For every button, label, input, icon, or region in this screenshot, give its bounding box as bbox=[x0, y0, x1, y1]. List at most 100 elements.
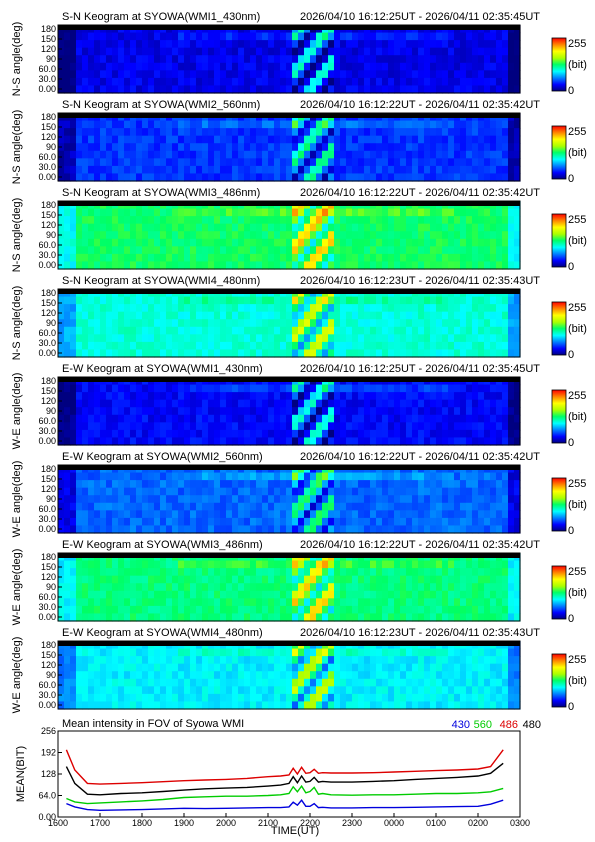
keogram-panel: S-N Keogram at SYOWA(WMI4_480nm) 2026/04/… bbox=[11, 275, 587, 361]
y-tick-label: 30.0 bbox=[38, 338, 56, 348]
y-tick-label: 90 bbox=[46, 318, 56, 328]
panel-y-axis-label: N-S angle(deg) bbox=[11, 22, 23, 97]
keogram-panel: E-W Keogram at SYOWA(WMI2_560nm) 2026/04/… bbox=[11, 451, 587, 537]
y-tick-label: 0.00 bbox=[38, 260, 56, 270]
y-tick-label: 0.00 bbox=[38, 612, 56, 622]
y-tick-label: 0.00 bbox=[38, 524, 56, 534]
y-tick-label: 60.0 bbox=[38, 680, 56, 690]
colorbar-max: 255 bbox=[568, 478, 586, 490]
y-tick-label: 150 bbox=[41, 210, 56, 220]
colorbar-min: 0 bbox=[568, 85, 574, 97]
y-tick-label: 180 bbox=[41, 112, 56, 122]
y-tick-label: 30.0 bbox=[38, 602, 56, 612]
x-tick-label: 1800 bbox=[132, 818, 152, 828]
colorbar-unit: (bit) bbox=[568, 587, 587, 599]
panel-y-axis-label: N-S angle(deg) bbox=[11, 110, 23, 185]
y-tick-label: 180 bbox=[41, 552, 56, 562]
series-line-480 bbox=[65, 762, 504, 796]
colorbar-min: 0 bbox=[568, 525, 574, 537]
y-tick-label: 256 bbox=[41, 726, 56, 736]
y-tick-label: 150 bbox=[41, 34, 56, 44]
series-line-430 bbox=[66, 799, 504, 812]
y-tick-label: 90 bbox=[46, 142, 56, 152]
colorbar-min: 0 bbox=[568, 613, 574, 625]
keogram-image bbox=[58, 201, 521, 270]
keogram-panel: S-N Keogram at SYOWA(WMI1_430nm) 2026/04/… bbox=[11, 11, 587, 97]
keogram-image bbox=[58, 553, 521, 622]
panel-title: S-N Keogram at SYOWA(WMI3_486nm) bbox=[62, 187, 260, 199]
y-tick-label: 150 bbox=[41, 650, 56, 660]
y-tick-label: 60.0 bbox=[38, 64, 56, 74]
panel-y-axis-label: W-E angle(deg) bbox=[11, 461, 23, 538]
keogram-panel: S-N Keogram at SYOWA(WMI2_560nm) 2026/04/… bbox=[11, 99, 587, 185]
colorbar-max: 255 bbox=[568, 566, 586, 578]
series-line-560 bbox=[66, 784, 504, 805]
x-tick-label: 1600 bbox=[48, 818, 68, 828]
y-tick-label: 180 bbox=[41, 640, 56, 650]
colorbar: 255 (bit) 0 bbox=[551, 125, 587, 185]
y-tick-label: 120 bbox=[41, 484, 56, 494]
panel-title: S-N Keogram at SYOWA(WMI2_560nm) bbox=[62, 99, 260, 111]
y-tick-label: 90 bbox=[46, 54, 56, 64]
x-tick-label: 0100 bbox=[426, 818, 446, 828]
y-tick-label: 120 bbox=[41, 660, 56, 670]
colorbar-unit: (bit) bbox=[568, 323, 587, 335]
y-tick-label: 30.0 bbox=[38, 162, 56, 172]
y-tick-label: 180 bbox=[41, 288, 56, 298]
colorbar-unit: (bit) bbox=[568, 235, 587, 247]
y-tick-label: 180 bbox=[41, 24, 56, 34]
panel-time-range: 2026/04/10 16:12:22UT - 2026/04/11 02:35… bbox=[300, 187, 540, 199]
keogram-panels: S-N Keogram at SYOWA(WMI1_430nm) 2026/04/… bbox=[11, 11, 587, 713]
y-tick-label: 64.0 bbox=[38, 791, 56, 801]
keogram-image bbox=[58, 641, 521, 710]
x-tick-label: 2200 bbox=[300, 818, 320, 828]
colorbar-min: 0 bbox=[568, 437, 574, 449]
colorbar-unit: (bit) bbox=[568, 59, 587, 71]
keogram-image bbox=[58, 113, 521, 182]
y-tick-label: 128 bbox=[41, 769, 56, 779]
y-tick-label: 120 bbox=[41, 44, 56, 54]
panel-title: E-W Keogram at SYOWA(WMI2_560nm) bbox=[62, 451, 263, 463]
y-tick-label: 0.00 bbox=[38, 436, 56, 446]
series-line-486 bbox=[65, 749, 504, 785]
colorbar-max: 255 bbox=[568, 654, 586, 666]
panel-title: S-N Keogram at SYOWA(WMI4_480nm) bbox=[62, 275, 260, 287]
panel-time-range: 2026/04/10 16:12:23UT - 2026/04/11 02:35… bbox=[300, 275, 540, 287]
y-tick-label: 150 bbox=[41, 386, 56, 396]
colorbar: 255 (bit) 0 bbox=[551, 389, 587, 449]
x-tick-label: 0000 bbox=[384, 818, 404, 828]
colorbar-min: 0 bbox=[568, 349, 574, 361]
chart-x-axis-label: TIME(UT) bbox=[271, 825, 319, 837]
colorbar-unit: (bit) bbox=[568, 411, 587, 423]
x-tick-label: 1900 bbox=[174, 818, 194, 828]
panel-time-range: 2026/04/10 16:12:22UT - 2026/04/11 02:35… bbox=[300, 539, 540, 551]
panel-time-range: 2026/04/10 16:12:25UT - 2026/04/11 02:35… bbox=[300, 363, 540, 375]
y-tick-label: 192 bbox=[41, 748, 56, 758]
y-tick-label: 0.00 bbox=[38, 700, 56, 710]
x-tick-label: 0300 bbox=[510, 818, 530, 828]
x-tick-label: 0200 bbox=[468, 818, 488, 828]
panel-y-axis-label: W-E angle(deg) bbox=[11, 637, 23, 714]
colorbar-min: 0 bbox=[568, 701, 574, 713]
y-tick-label: 60.0 bbox=[38, 240, 56, 250]
y-tick-label: 180 bbox=[41, 200, 56, 210]
panel-title: E-W Keogram at SYOWA(WMI4_480nm) bbox=[62, 627, 263, 639]
y-tick-label: 90 bbox=[46, 230, 56, 240]
colorbar-max: 255 bbox=[568, 38, 586, 50]
colorbar: 255 (bit) 0 bbox=[551, 477, 587, 537]
colorbar-unit: (bit) bbox=[568, 147, 587, 159]
y-tick-label: 0.00 bbox=[38, 84, 56, 94]
x-tick-label: 2300 bbox=[342, 818, 362, 828]
y-tick-label: 0.00 bbox=[38, 172, 56, 182]
y-tick-label: 150 bbox=[41, 122, 56, 132]
chart-y-axis-label: MEAN(BIT) bbox=[15, 746, 27, 802]
legend-560: 560 bbox=[474, 719, 492, 731]
legend-480: 480 bbox=[523, 719, 541, 731]
colorbar-unit: (bit) bbox=[568, 675, 587, 687]
y-tick-label: 150 bbox=[41, 474, 56, 484]
panel-title: E-W Keogram at SYOWA(WMI1_430nm) bbox=[62, 363, 263, 375]
chart-title: Mean intensity in FOV of Syowa WMI bbox=[62, 718, 244, 730]
colorbar: 255 (bit) 0 bbox=[551, 565, 587, 625]
